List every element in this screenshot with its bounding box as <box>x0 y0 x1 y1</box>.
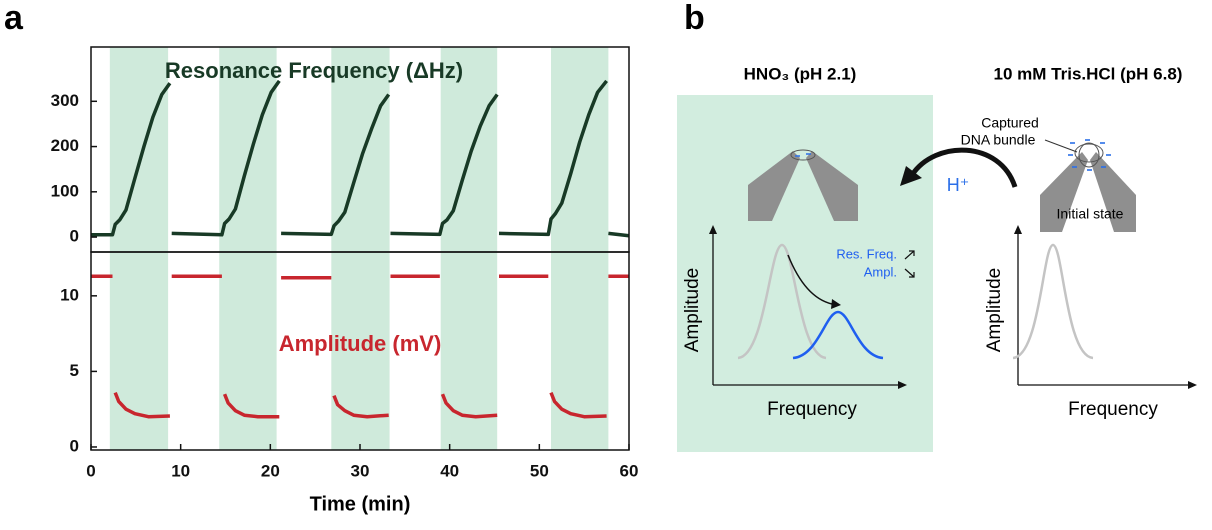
y-tick-label: 100 <box>51 181 79 200</box>
shaded-span <box>331 47 390 450</box>
bundle-label: Captured <box>981 115 1039 131</box>
shaded-span <box>550 47 609 450</box>
trend-label: Res. Freq. <box>836 246 897 261</box>
axis-label: Frequency <box>767 399 857 420</box>
axis-label: Amplitude <box>682 268 703 353</box>
leader-line <box>1044 139 1078 153</box>
x-tick-label: 30 <box>351 461 370 480</box>
panel-label: b <box>684 0 705 37</box>
cantilever <box>1040 139 1136 232</box>
axis-label: Amplitude <box>984 268 1005 353</box>
shaded-span <box>440 47 498 450</box>
x-tick-label: 20 <box>261 461 280 480</box>
spectrum-plot <box>1012 225 1197 389</box>
acid-background <box>677 95 933 452</box>
data-line <box>91 274 629 419</box>
condition-title: HNO₃ (pH 2.1) <box>744 64 857 83</box>
ion-label: H⁺ <box>947 175 970 195</box>
state-label: Initial state <box>1057 206 1124 222</box>
x-tick-label: 60 <box>620 461 639 480</box>
data-line <box>91 79 630 238</box>
y-tick-label: 10 <box>60 285 79 304</box>
transition-arrow <box>909 147 1018 188</box>
x-tick-label: 40 <box>440 461 459 480</box>
x-axis-label: Time (min) <box>310 493 411 515</box>
x-tick-label: 50 <box>530 461 549 480</box>
cantilever <box>748 149 858 221</box>
y-tick-label: 200 <box>51 136 79 155</box>
y-tick-label: 0 <box>70 436 79 455</box>
condition-title: 10 mM Tris.HCl (pH 6.8) <box>994 64 1183 83</box>
x-tick-label: 10 <box>171 461 190 480</box>
trend-label: Ampl. <box>864 264 897 279</box>
panel-b: HNO₃ (pH 2.1) 10 mM Tris.HCl (pH 6.8) Ca… <box>677 64 1197 452</box>
bundle-label: DNA bundle <box>961 132 1036 148</box>
shaded-span <box>109 47 169 450</box>
trend-arrows <box>904 250 915 278</box>
axis-label: Frequency <box>1068 399 1158 420</box>
arrow-head <box>900 166 922 186</box>
shaded-span <box>219 47 277 450</box>
panel-label: a <box>4 0 24 37</box>
y-tick-label: 5 <box>70 361 79 380</box>
x-tick-label: 0 <box>86 461 95 480</box>
chart-title: Amplitude (mV) <box>279 331 442 356</box>
y-tick-label: 0 <box>70 227 79 246</box>
spectrum-plot <box>709 225 907 389</box>
chart-title: Resonance Frequency (ΔHz) <box>165 58 463 83</box>
y-tick-label: 300 <box>51 91 79 110</box>
plot-frame <box>90 251 630 451</box>
